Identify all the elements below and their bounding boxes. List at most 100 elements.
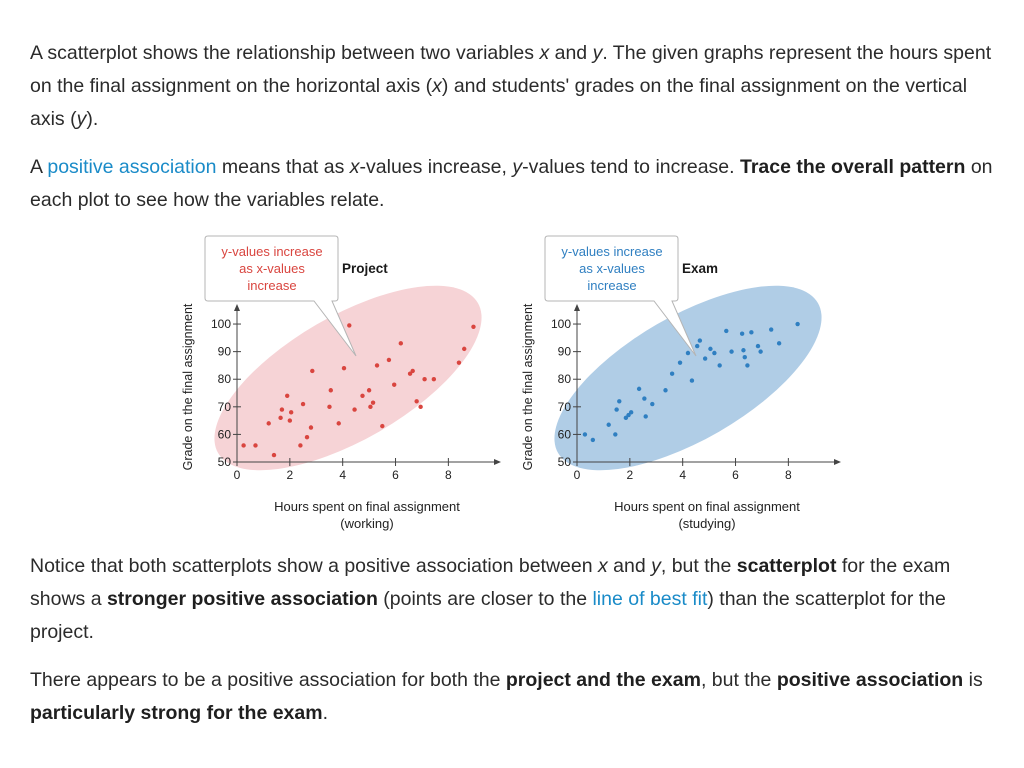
data-point (685, 350, 691, 356)
glossary-link[interactable]: line of best fit (592, 588, 708, 610)
text-segment: (points are closer to the (377, 588, 593, 610)
data-point (285, 393, 290, 398)
data-point (613, 432, 618, 437)
scatterplot-project: 0 2 4 6 8 50 60 70 80 90 100 Grade on the final ass… (181, 235, 501, 531)
data-point (724, 328, 729, 334)
x-axis-label: Hours spent on final assignment (274, 499, 460, 514)
glossary-link[interactable]: positive association (47, 156, 217, 178)
y-axis-arrow-icon (574, 304, 580, 311)
y-axis-arrow-icon (234, 304, 240, 311)
data-point (300, 401, 306, 407)
data-point (271, 452, 277, 458)
data-point (739, 331, 745, 336)
data-point (623, 415, 629, 421)
x-tick-label: 6 (392, 468, 399, 482)
data-point (590, 437, 596, 443)
y-tick-label: 90 (558, 345, 572, 359)
text-segment: Notice that both scatterplots show a pos… (30, 555, 598, 577)
data-point (689, 378, 695, 383)
callout-text: as x-values (239, 261, 305, 276)
data-point (407, 371, 413, 376)
data-point (398, 341, 404, 346)
data-point (298, 443, 303, 448)
positive-association-paragraph: A positive association means that as x-v… (30, 151, 1005, 217)
text-segment: . The given graphs represent the hours s… (30, 42, 992, 97)
text-segment: for the exam shows a (30, 555, 951, 610)
callout-box (204, 235, 357, 357)
data-point (758, 349, 763, 354)
text-segment: A scatterplot shows the relationship bet… (30, 42, 540, 64)
y-tick-label: 70 (218, 400, 232, 414)
data-point (582, 432, 588, 437)
text-segment: and (549, 42, 593, 64)
x-tick-label: 2 (286, 468, 293, 482)
bold-text: Trace the overall pattern (739, 156, 966, 178)
text-segment: on each plot to see how the variables re… (30, 156, 993, 211)
plot-title: Project (342, 261, 388, 276)
variable-text: x (598, 555, 608, 577)
data-point (628, 410, 634, 415)
data-point (422, 377, 427, 382)
data-point (308, 425, 314, 430)
plot-title: Exam (682, 261, 718, 276)
data-point (327, 404, 332, 410)
data-point (755, 343, 761, 349)
x-axis-sublabel: (studying) (678, 516, 735, 531)
data-point (352, 407, 357, 412)
text-segment: ) and students' grades on the final assi… (30, 75, 968, 130)
y-tick-label: 50 (218, 455, 232, 469)
intro-paragraph: A scatterplot shows the relationship bet… (30, 37, 1005, 136)
data-point (410, 368, 415, 374)
data-point (708, 346, 713, 352)
trend-ellipse (554, 285, 822, 471)
y-tick-label: 60 (558, 427, 572, 441)
data-point (414, 399, 419, 404)
data-point (374, 363, 380, 368)
data-point (368, 404, 373, 410)
data-point (712, 350, 717, 356)
data-point (279, 407, 285, 412)
y-axis-label: Grade on the final assignment (181, 303, 195, 470)
callout-text: y-values increase (221, 244, 322, 259)
text-segment: means that as (216, 156, 350, 178)
text-segment: and (607, 555, 652, 577)
text-segment: . (322, 702, 328, 724)
data-point (642, 396, 647, 401)
text-segment: ) than the scatterplot for the project. (30, 588, 946, 643)
y-axis-label: Grade on the final assignment (521, 303, 535, 470)
data-point (341, 365, 347, 371)
conclusion-paragraph: There appears to be a positive associati… (30, 664, 1005, 730)
text-segment: is (963, 669, 983, 691)
x-tick-label: 8 (785, 468, 792, 482)
data-point (360, 393, 365, 398)
variable-text: y (592, 42, 603, 64)
y-tick-label: 80 (218, 372, 232, 386)
data-point (241, 443, 246, 448)
callout-box (544, 235, 697, 357)
text-segment: ). (86, 108, 99, 130)
trend-ellipse (214, 285, 482, 471)
y-tick-label: 50 (558, 455, 572, 469)
data-point (729, 349, 734, 354)
data-point (328, 388, 333, 393)
bold-text: particularly strong for the exam (30, 702, 323, 724)
data-point (380, 423, 385, 429)
y-tick-label: 100 (551, 317, 571, 331)
data-point (266, 421, 271, 426)
data-point (366, 388, 372, 393)
x-tick-label: 6 (732, 468, 739, 482)
text-segment: -values increase, (359, 156, 513, 178)
x-axis-arrow-icon (834, 459, 841, 465)
variable-text: x (349, 156, 360, 178)
data-point (617, 399, 622, 404)
data-point (795, 321, 800, 327)
data-point (776, 341, 782, 346)
data-point (471, 324, 476, 329)
x-axis-label: Hours spent on final assignment (614, 499, 800, 514)
data-point (614, 407, 619, 412)
data-point (462, 346, 467, 352)
scatterplot-exam: 0 2 4 6 8 50 60 70 80 90 100 Grade on the final ass… (521, 235, 841, 531)
y-tick-label: 70 (558, 400, 572, 414)
text-segment: There appears to be a positive associati… (30, 669, 506, 691)
